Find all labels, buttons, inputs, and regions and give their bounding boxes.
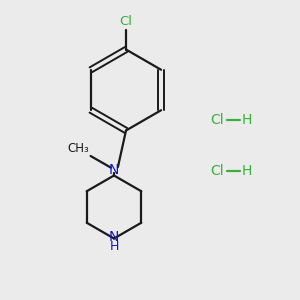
Text: N: N (109, 163, 119, 176)
Text: N: N (109, 230, 119, 244)
Text: Cl: Cl (210, 113, 224, 127)
Text: Cl: Cl (119, 15, 133, 28)
Text: Cl: Cl (210, 164, 224, 178)
Text: H: H (242, 113, 252, 127)
Text: H: H (242, 164, 252, 178)
Text: CH₃: CH₃ (68, 142, 89, 154)
Text: H: H (109, 239, 119, 253)
